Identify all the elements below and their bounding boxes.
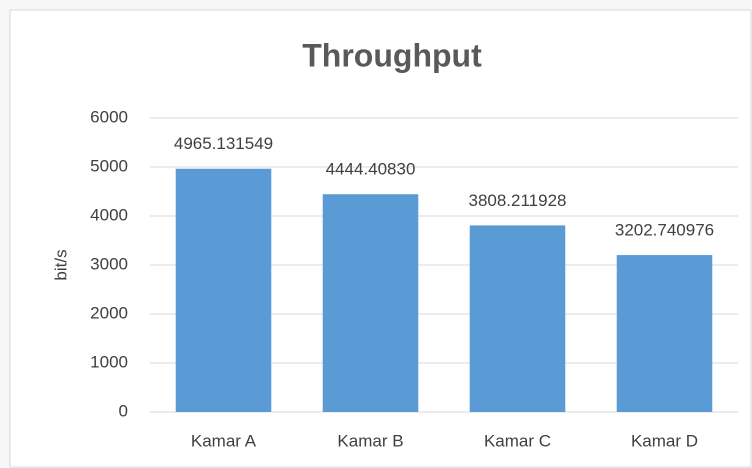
x-tick-label: Kamar D — [631, 431, 698, 450]
data-label: 3202.740976 — [615, 221, 714, 240]
y-tick-label: 4000 — [90, 205, 128, 224]
bar — [616, 255, 713, 412]
x-tick-label: Kamar C — [484, 431, 551, 450]
x-tick-label: Kamar B — [337, 431, 403, 450]
y-tick-label: 1000 — [90, 352, 128, 371]
y-tick-label: 0 — [119, 401, 128, 420]
data-label: 3808.211928 — [468, 191, 566, 210]
data-label: 4965.131549 — [174, 134, 273, 153]
bar — [469, 225, 566, 412]
y-tick-label: 2000 — [90, 303, 128, 322]
bar — [322, 194, 419, 412]
y-tick-label: 5000 — [90, 156, 128, 175]
y-tick-label: 6000 — [90, 107, 128, 126]
bar — [175, 168, 272, 412]
y-tick-label: 3000 — [90, 254, 128, 273]
data-label: 4444.40830 — [326, 160, 416, 179]
x-tick-label: Kamar A — [191, 431, 257, 450]
chart-title: Throughput — [302, 37, 482, 73]
y-axis-label: bit/s — [51, 249, 70, 280]
